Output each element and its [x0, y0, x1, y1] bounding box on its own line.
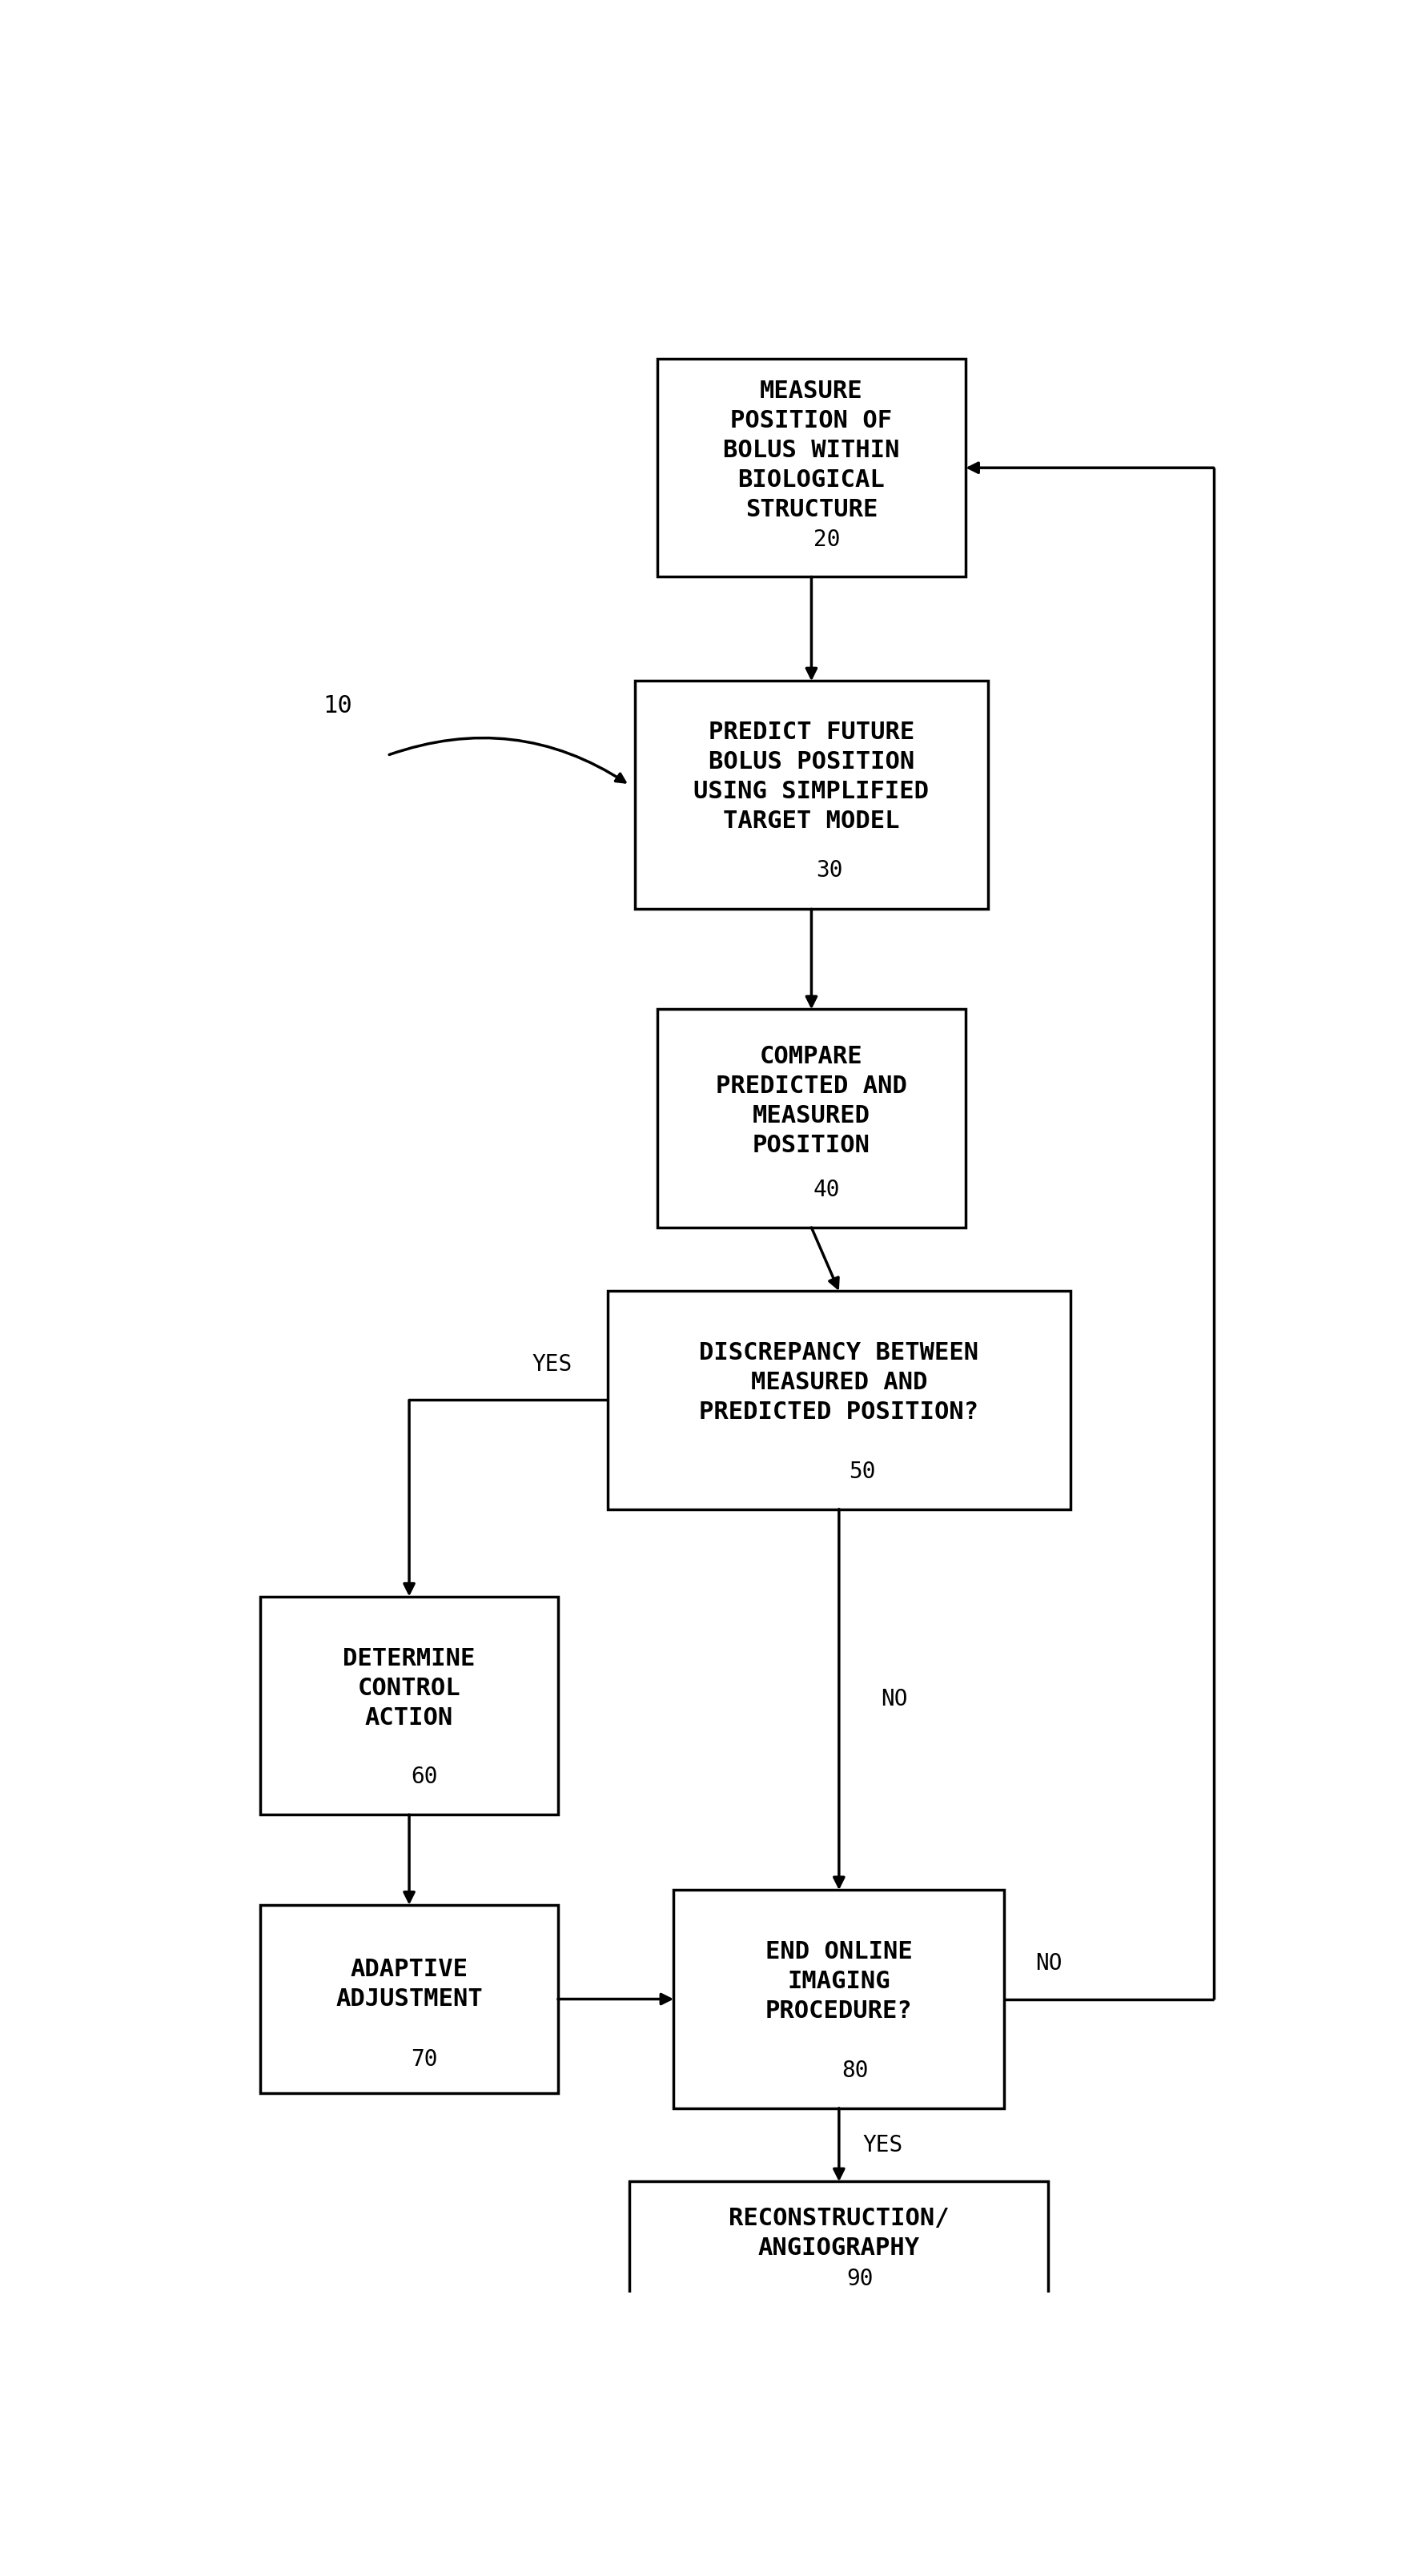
Text: 10: 10: [323, 693, 353, 719]
FancyArrowPatch shape: [390, 737, 626, 783]
Text: 40: 40: [813, 1180, 840, 1200]
Text: 90: 90: [846, 2267, 873, 2290]
Bar: [657, 358, 966, 577]
Text: 30: 30: [816, 860, 842, 881]
Bar: [630, 2182, 1048, 2306]
Text: DISCREPANCY BETWEEN
MEASURED AND
PREDICTED POSITION?: DISCREPANCY BETWEEN MEASURED AND PREDICT…: [700, 1342, 978, 1425]
Text: 20: 20: [813, 528, 840, 551]
Text: ADAPTIVE
ADJUSTMENT: ADAPTIVE ADJUSTMENT: [336, 1958, 482, 2009]
Bar: [674, 1891, 1004, 2107]
Text: END ONLINE
IMAGING
PROCEDURE?: END ONLINE IMAGING PROCEDURE?: [765, 1940, 913, 2022]
Bar: [607, 1291, 1071, 1510]
Text: 70: 70: [411, 2048, 438, 2071]
Text: YES: YES: [863, 2133, 903, 2156]
Text: 80: 80: [842, 2061, 869, 2081]
Bar: [260, 1904, 557, 2094]
Text: YES: YES: [532, 1352, 573, 1376]
Text: MEASURE
POSITION OF
BOLUS WITHIN
BIOLOGICAL
STRUCTURE: MEASURE POSITION OF BOLUS WITHIN BIOLOGI…: [724, 379, 900, 520]
Text: COMPARE
PREDICTED AND
MEASURED
POSITION: COMPARE PREDICTED AND MEASURED POSITION: [715, 1046, 907, 1157]
Bar: [657, 1010, 966, 1229]
Text: PREDICT FUTURE
BOLUS POSITION
USING SIMPLIFIED
TARGET MODEL: PREDICT FUTURE BOLUS POSITION USING SIMP…: [694, 721, 929, 832]
Text: NO: NO: [1035, 1953, 1062, 1976]
Text: NO: NO: [880, 1687, 907, 1710]
Text: 50: 50: [849, 1461, 876, 1484]
Text: 60: 60: [411, 1767, 438, 1788]
Text: RECONSTRUCTION/
ANGIOGRAPHY: RECONSTRUCTION/ ANGIOGRAPHY: [728, 2208, 950, 2259]
Bar: [636, 680, 988, 909]
Bar: [260, 1597, 557, 1814]
Text: DETERMINE
CONTROL
ACTION: DETERMINE CONTROL ACTION: [343, 1646, 475, 1728]
